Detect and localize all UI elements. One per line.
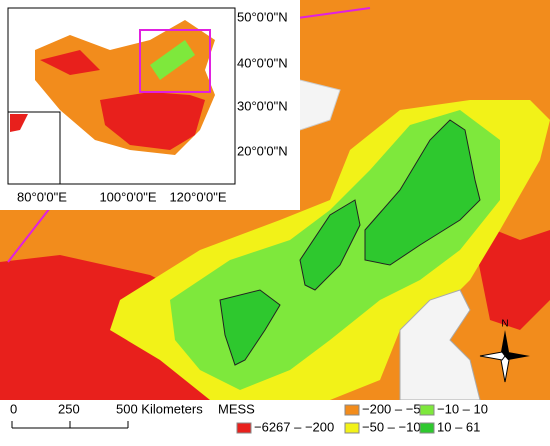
legend-swatch (344, 404, 360, 416)
scale-label: 250 (58, 401, 80, 416)
latitude-label: 50°0'0"N (237, 9, 288, 24)
core-area-1 (219, 289, 281, 366)
hainan-area (10, 114, 28, 132)
core-area-2 (299, 199, 361, 291)
inset-green (150, 40, 195, 80)
legend-swatch (419, 422, 435, 434)
scale-label: 500 Kilometers (116, 401, 203, 416)
legend-label: 10 – 61 (437, 419, 480, 434)
legend-swatch (344, 422, 360, 434)
scale-label: 0 (10, 401, 17, 416)
legend-label: −6267 – −200 (254, 419, 334, 434)
latitude-label: 20°0'0"N (237, 143, 288, 158)
compass-arrow (501, 330, 509, 356)
latitude-label: 30°0'0"N (237, 98, 288, 113)
inset-map (0, 0, 300, 210)
compass-label: N (501, 319, 508, 330)
legend-label: −200 – −50 (362, 401, 428, 416)
longitude-label: 120°0'0"E (169, 189, 226, 204)
compass: N (479, 319, 530, 383)
study-area-box (139, 29, 211, 93)
legend-title: MESS (218, 401, 255, 416)
compass-arrow (505, 352, 530, 360)
legend-swatch (419, 404, 435, 416)
longitude-label: 80°0'0"E (17, 189, 67, 204)
core-area-3 (364, 119, 481, 266)
legend-label: −10 – 10 (437, 401, 488, 416)
legend-label: −50 – −10 (362, 419, 421, 434)
scale-bar: 0 250 500 Kilometers (10, 401, 203, 429)
longitude-labels: 80°0'0"E 100°0'0"E 120°0'0"E (17, 189, 227, 204)
legend-swatch (236, 422, 252, 434)
latitude-label: 40°0'0"N (237, 55, 288, 70)
red-zone-east (470, 220, 550, 330)
longitude-label: 100°0'0"E (99, 189, 156, 204)
legend-panel (0, 400, 550, 446)
inset-red (100, 92, 205, 150)
legend: −6267 – −200 −200 – −50 −50 – −10 −10 – 10 1… (236, 401, 488, 434)
latitude-labels: 50°0'0"N 40°0'0"N 30°0'0"N 20°0'0"N (237, 9, 288, 158)
inset-red-west (40, 50, 100, 75)
